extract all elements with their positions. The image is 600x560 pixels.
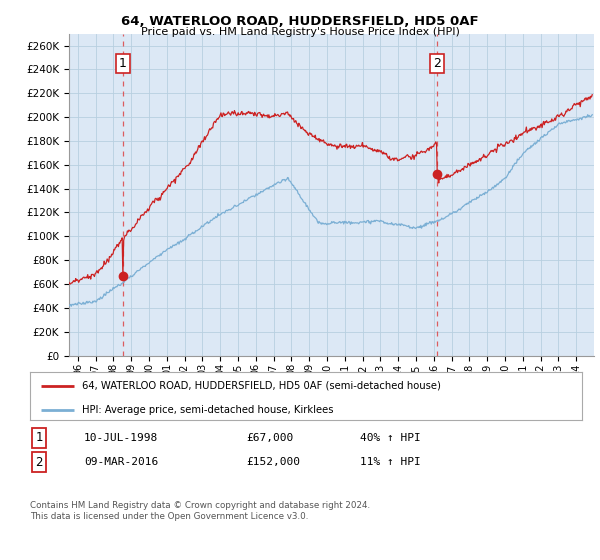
Text: 2: 2 xyxy=(433,57,441,70)
Text: 64, WATERLOO ROAD, HUDDERSFIELD, HD5 0AF: 64, WATERLOO ROAD, HUDDERSFIELD, HD5 0AF xyxy=(121,15,479,27)
Text: 40% ↑ HPI: 40% ↑ HPI xyxy=(360,433,421,443)
Text: 11% ↑ HPI: 11% ↑ HPI xyxy=(360,457,421,467)
Text: 1: 1 xyxy=(119,57,127,70)
Text: Price paid vs. HM Land Registry's House Price Index (HPI): Price paid vs. HM Land Registry's House … xyxy=(140,27,460,37)
Text: 64, WATERLOO ROAD, HUDDERSFIELD, HD5 0AF (semi-detached house): 64, WATERLOO ROAD, HUDDERSFIELD, HD5 0AF… xyxy=(82,381,442,391)
Text: £67,000: £67,000 xyxy=(246,433,293,443)
Text: 1: 1 xyxy=(35,431,43,445)
Text: Contains HM Land Registry data © Crown copyright and database right 2024.
This d: Contains HM Land Registry data © Crown c… xyxy=(30,501,370,521)
Text: 10-JUL-1998: 10-JUL-1998 xyxy=(84,433,158,443)
Text: £152,000: £152,000 xyxy=(246,457,300,467)
Text: 09-MAR-2016: 09-MAR-2016 xyxy=(84,457,158,467)
Text: HPI: Average price, semi-detached house, Kirklees: HPI: Average price, semi-detached house,… xyxy=(82,404,334,414)
Text: 2: 2 xyxy=(35,455,43,469)
